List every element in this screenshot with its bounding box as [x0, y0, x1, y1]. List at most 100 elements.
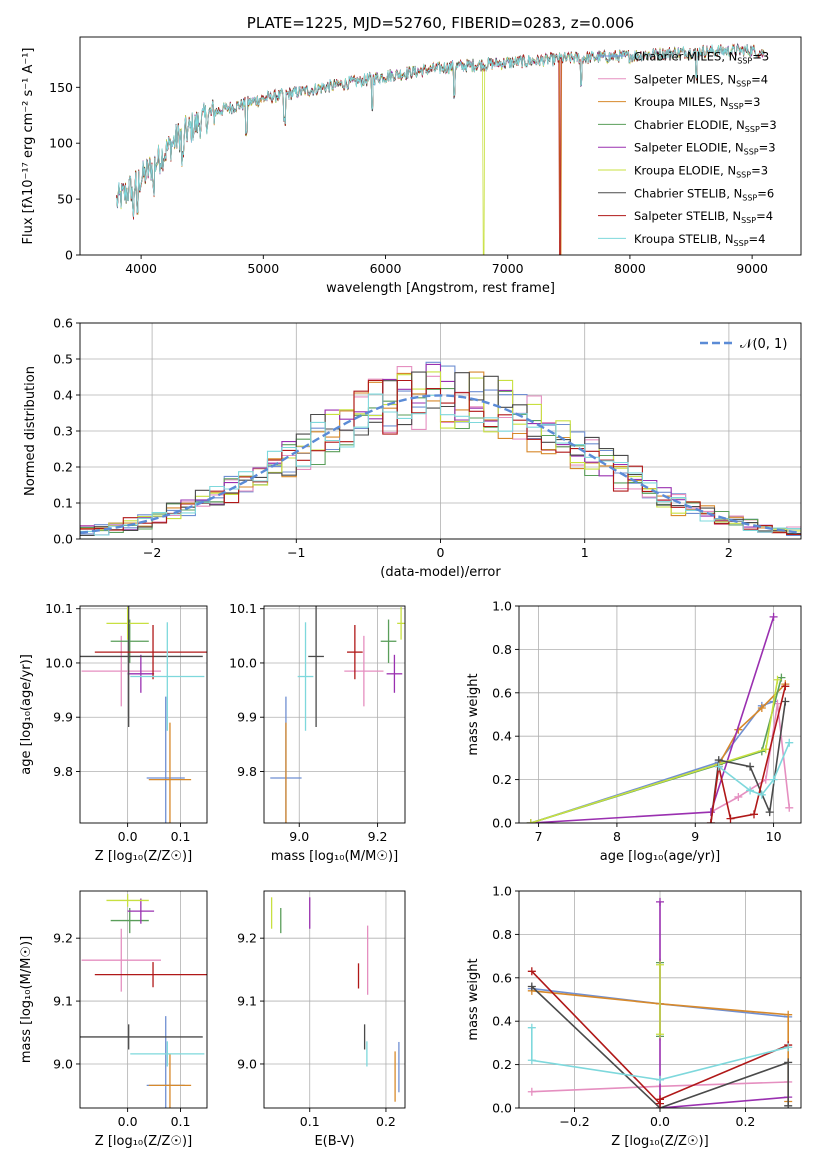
y-tick-label: 100 [49, 136, 73, 151]
weight-marker [784, 1043, 793, 1052]
x-tick-label: −2 [143, 545, 161, 560]
y-tick-label: 0.2 [53, 460, 73, 475]
x-tick-label: 9.2 [368, 829, 388, 844]
legend: Chabrier MILES, NSSP=3 Salpeter MILES, NS… [598, 50, 777, 248]
x-tick-label: 4000 [125, 261, 157, 276]
x-tick-label: 9 [691, 829, 699, 844]
weight-marker [769, 612, 778, 621]
legend-label: Chabrier STELIB, NSSP=6 [634, 186, 774, 202]
y-tick-label: 9.2 [237, 931, 257, 946]
x-tick-label: 9.0 [289, 829, 309, 844]
x-axis-label: wavelength [Angstrom, rest frame] [326, 281, 555, 296]
y-tick-label: 0.8 [492, 927, 512, 942]
weight-marker [714, 762, 723, 771]
weight-line [531, 985, 789, 1108]
weight-marker [746, 786, 755, 795]
weight-marker [734, 792, 743, 801]
x-tick-label: 0.1 [171, 829, 191, 844]
weight-marker [656, 1030, 664, 1039]
y-tick-label: 1.0 [492, 599, 512, 614]
y-tick-label: 9.1 [53, 994, 73, 1009]
errorbar-point [347, 624, 363, 680]
legend: 𝒩(0, 1) [700, 337, 787, 352]
weight-marker [527, 1023, 536, 1032]
weight-marker [527, 1087, 536, 1096]
y-tick-label: 9.9 [53, 710, 73, 725]
errorbar-point [146, 696, 185, 823]
y-tick-label: 9.0 [237, 1056, 257, 1071]
x-tick-label: −1 [287, 545, 305, 560]
x-axis-label: mass [log₁₀(M/M☉)] [271, 849, 398, 864]
weight-line [530, 616, 775, 823]
panel-mass_vs_ebv: 0.1 0.2 9.0 9.1 9.2 E(B-V) [237, 890, 406, 1149]
axes-frame [263, 605, 406, 824]
y-tick-label: 0.6 [492, 685, 512, 700]
y-tick-label: 150 [49, 80, 73, 95]
y-tick-label: 0.2 [492, 772, 512, 787]
panel-mass_weight_vs_age: 7 8 9 10 0.0 0.2 0.4 0.6 0.8 1.0 age [log₁₀(age/yr… [466, 599, 802, 864]
y-tick-label: 0.0 [53, 532, 73, 547]
y-tick-label: 10.0 [229, 655, 257, 670]
errorbar-point [148, 1053, 192, 1108]
x-axis-label: Z [log₁₀(Z/Z☉)] [95, 849, 192, 864]
x-axis-label: age [log₁₀(age/yr)] [600, 849, 721, 864]
x-tick-label: 5000 [247, 261, 279, 276]
y-tick-label: 0.4 [492, 1014, 512, 1029]
weight-marker [526, 819, 535, 823]
x-axis-label: E(B-V) [314, 1134, 354, 1149]
y-tick-label: 0.0 [492, 816, 512, 831]
y-tick-label: 9.2 [53, 931, 73, 946]
x-axis-label: (data-model)/error [380, 565, 501, 580]
x-tick-label: 7000 [492, 261, 524, 276]
weight-marker [773, 675, 782, 684]
x-tick-label: 1 [581, 545, 589, 560]
spectrum-line [116, 44, 765, 217]
errorbar-point [110, 619, 149, 663]
y-tick-label: 9.0 [53, 1056, 73, 1071]
plot-area [526, 612, 794, 823]
errorbar-point [130, 622, 205, 731]
x-tick-label: 8000 [614, 261, 646, 276]
y-tick-label: 0.4 [492, 729, 512, 744]
y-axis-label: Flux [fλ10⁻¹⁷ erg cm⁻² s⁻¹ A⁻¹] [21, 48, 36, 245]
errorbar-point [106, 894, 149, 907]
x-tick-label: 6000 [370, 261, 402, 276]
weight-marker [781, 697, 790, 706]
axes-frame [79, 890, 208, 1109]
weight-line [718, 683, 786, 765]
y-tick-label: 9.1 [237, 994, 257, 1009]
weight-line [531, 1027, 789, 1081]
y-axis-label: mass weight [466, 673, 481, 755]
errorbar-point [94, 624, 207, 680]
y-tick-label: 0 [65, 248, 73, 263]
errorbar-point [127, 898, 155, 924]
weight-marker [656, 960, 664, 969]
errorbar-point [380, 619, 397, 663]
legend-label: Salpeter MILES, NSSP=4 [634, 72, 768, 88]
y-axis-label: mass weight [466, 958, 481, 1040]
y-tick-label: 0.6 [53, 316, 73, 331]
weight-marker [656, 1075, 664, 1084]
x-axis-label: Z [log₁₀(Z/Z☉)] [95, 1134, 192, 1149]
errorbar-point [308, 606, 324, 727]
weight-marker [726, 814, 735, 823]
x-tick-label: 7 [535, 829, 543, 844]
weight-line [530, 679, 779, 823]
y-tick-label: 0.2 [492, 1057, 512, 1072]
errorbar-point [127, 654, 155, 693]
legend-label: Salpeter ELODIE, NSSP=3 [634, 141, 776, 157]
errorbar-point [80, 606, 203, 727]
x-tick-label: 0.0 [650, 1114, 670, 1129]
axes-frame [79, 605, 208, 824]
errorbar-point [297, 622, 314, 731]
weight-marker [785, 803, 794, 812]
weight-marker [761, 745, 770, 754]
legend-label: Chabrier ELODIE, NSSP=3 [634, 118, 777, 134]
y-tick-label: 0.6 [492, 970, 512, 985]
errorbar-point [81, 635, 161, 707]
x-tick-label: 10 [766, 829, 782, 844]
weight-marker [527, 967, 536, 976]
weight-marker [784, 1101, 793, 1108]
y-tick-label: 10.1 [45, 601, 73, 616]
